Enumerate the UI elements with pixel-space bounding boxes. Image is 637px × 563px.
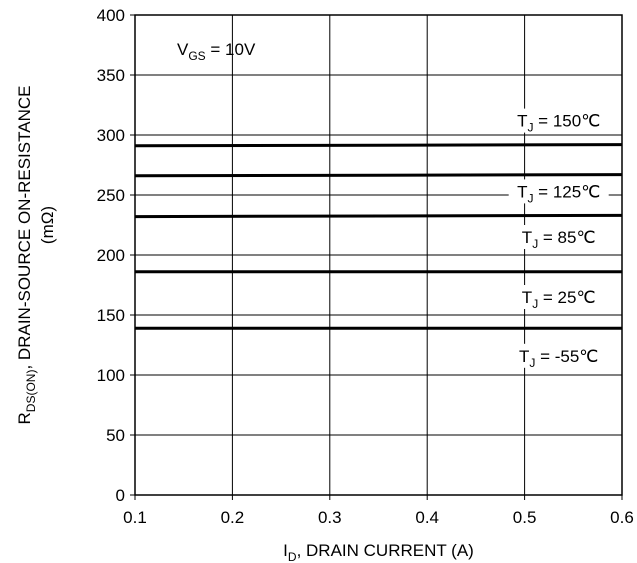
annotation-rest: = 10V bbox=[206, 40, 256, 59]
series-label: TJ = -55℃ bbox=[519, 347, 598, 370]
series-line bbox=[134, 213, 623, 219]
series-label-main: T bbox=[522, 288, 532, 307]
series-label-sub: J bbox=[529, 356, 535, 370]
x-axis-label-rest: , DRAIN CURRENT (A) bbox=[297, 541, 474, 560]
x-axis-label: ID, DRAIN CURRENT (A) bbox=[283, 541, 474, 563]
series-label: TJ = 85℃ bbox=[522, 228, 596, 251]
x-tick-label: 0.6 bbox=[610, 508, 634, 527]
vgs-annotation: VGS = 10V bbox=[177, 40, 256, 63]
series-label-rest: = 150℃ bbox=[533, 112, 600, 131]
series-line bbox=[134, 143, 623, 148]
y-axis-label-unit: (mΩ) bbox=[38, 206, 57, 244]
x-tick-label: 0.4 bbox=[415, 508, 439, 527]
series-label-main: T bbox=[517, 182, 527, 201]
annotation-main: V bbox=[177, 40, 189, 59]
series-label-rest: = 85℃ bbox=[538, 228, 595, 247]
series-label-bg bbox=[508, 225, 609, 249]
grid bbox=[135, 15, 622, 495]
y-tick-label: 300 bbox=[97, 126, 125, 145]
x-tick-label: 0.3 bbox=[318, 508, 342, 527]
x-axis-label-sub: D bbox=[288, 550, 297, 563]
series-label: TJ = 150℃ bbox=[517, 112, 600, 135]
series-label-sub: J bbox=[527, 121, 533, 135]
series-label-rest: = 25℃ bbox=[538, 288, 595, 307]
series-label: TJ = 125℃ bbox=[517, 182, 600, 205]
series-label-bg bbox=[508, 343, 609, 368]
series-label-main: T bbox=[522, 228, 532, 247]
y-tick-label: 150 bbox=[97, 306, 125, 325]
series-label-rest: = 125℃ bbox=[533, 182, 600, 201]
x-tick-label: 0.1 bbox=[123, 508, 147, 527]
y-axis-label-rest: , DRAIN-SOURCE ON-RESISTANCE bbox=[15, 86, 34, 370]
y-tick-label: 50 bbox=[106, 426, 125, 445]
x-axis-label-main: I bbox=[283, 541, 288, 560]
series-lines bbox=[134, 143, 623, 330]
series-label-bg bbox=[508, 179, 609, 204]
series-label-bg bbox=[508, 285, 609, 309]
annotation-sub: GS bbox=[188, 49, 205, 63]
y-tick-label: 350 bbox=[97, 66, 125, 85]
series-label-sub: J bbox=[532, 297, 538, 311]
x-tick-label: 0.5 bbox=[513, 508, 537, 527]
tick-labels: 0 50 100 150 200 250 300 350 400 0.1 0.2 0.3 0.4 0.5 0… bbox=[97, 6, 634, 527]
y-tick-label: 200 bbox=[97, 246, 125, 265]
x-tick-label: 0.2 bbox=[221, 508, 245, 527]
y-axis-label: RDS(ON), DRAIN-SOURCE ON-RESISTANCE (mΩ) bbox=[15, 86, 57, 425]
y-axis-label-prefix: R bbox=[15, 412, 34, 424]
y-tick-label: 400 bbox=[97, 6, 125, 25]
series-line bbox=[134, 173, 623, 178]
series-label-sub: J bbox=[527, 191, 533, 205]
y-tick-label: 250 bbox=[97, 186, 125, 205]
series-label-rest: = -55℃ bbox=[535, 347, 598, 366]
series-label-main: T bbox=[519, 347, 529, 366]
series-label: TJ = 25℃ bbox=[522, 288, 596, 311]
series-label-bg bbox=[508, 108, 609, 133]
y-tick-label: 100 bbox=[97, 366, 125, 385]
y-axis-label-prefix-sub: DS(ON) bbox=[24, 370, 38, 413]
series-label-sub: J bbox=[532, 237, 538, 251]
series-labels: TJ = 150℃TJ = 125℃TJ = 85℃TJ = 25℃TJ = -… bbox=[508, 108, 609, 370]
y-tick-label: 0 bbox=[116, 486, 125, 505]
y-axis-label-main: RDS(ON), DRAIN-SOURCE ON-RESISTANCE bbox=[15, 86, 38, 425]
series-label-main: T bbox=[517, 112, 527, 131]
